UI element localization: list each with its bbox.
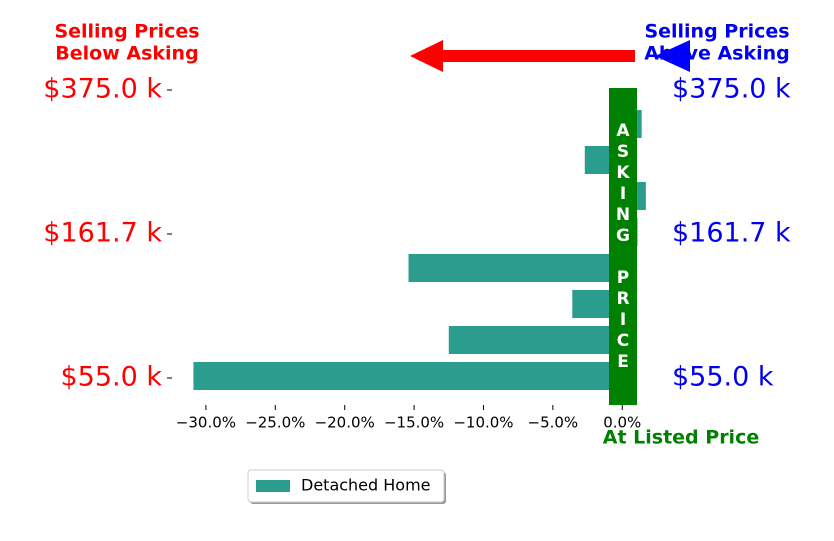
bar	[448, 326, 623, 354]
above-label: Above Asking	[644, 43, 790, 65]
y2-tick-label: $375.0 k	[672, 74, 791, 105]
below-label: Below Asking	[55, 43, 198, 65]
x-tick-label: −25.0%	[245, 414, 305, 432]
legend	[247, 469, 445, 503]
below-label: Selling Prices	[54, 21, 199, 43]
x-tick-label: −5.0%	[528, 414, 579, 432]
asking-price-label: ASKING PRICE	[609, 88, 637, 405]
bar	[193, 362, 623, 390]
above-label: Selling Prices	[644, 21, 789, 43]
x-tick-label: −30.0%	[176, 414, 236, 432]
x-tick-label: 0.0%	[603, 414, 641, 432]
y-tick-label: $161.7 k	[43, 218, 162, 249]
legend-label: Detached Home	[301, 476, 431, 495]
legend-swatch	[256, 480, 290, 492]
x-tick-label: −20.0%	[315, 414, 375, 432]
arrow	[410, 40, 635, 72]
x-tick-label: −15.0%	[384, 414, 444, 432]
listed-label: At Listed Price	[603, 427, 759, 449]
arrow-head	[655, 40, 690, 72]
y-tick-label: $55.0 k	[60, 362, 162, 393]
y2-tick-label: $161.7 k	[672, 218, 791, 249]
x-tick-label: −10.0%	[453, 414, 513, 432]
bar	[408, 254, 623, 282]
y-tick-label: $375.0 k	[43, 74, 162, 105]
y2-tick-label: $55.0 k	[672, 362, 774, 393]
